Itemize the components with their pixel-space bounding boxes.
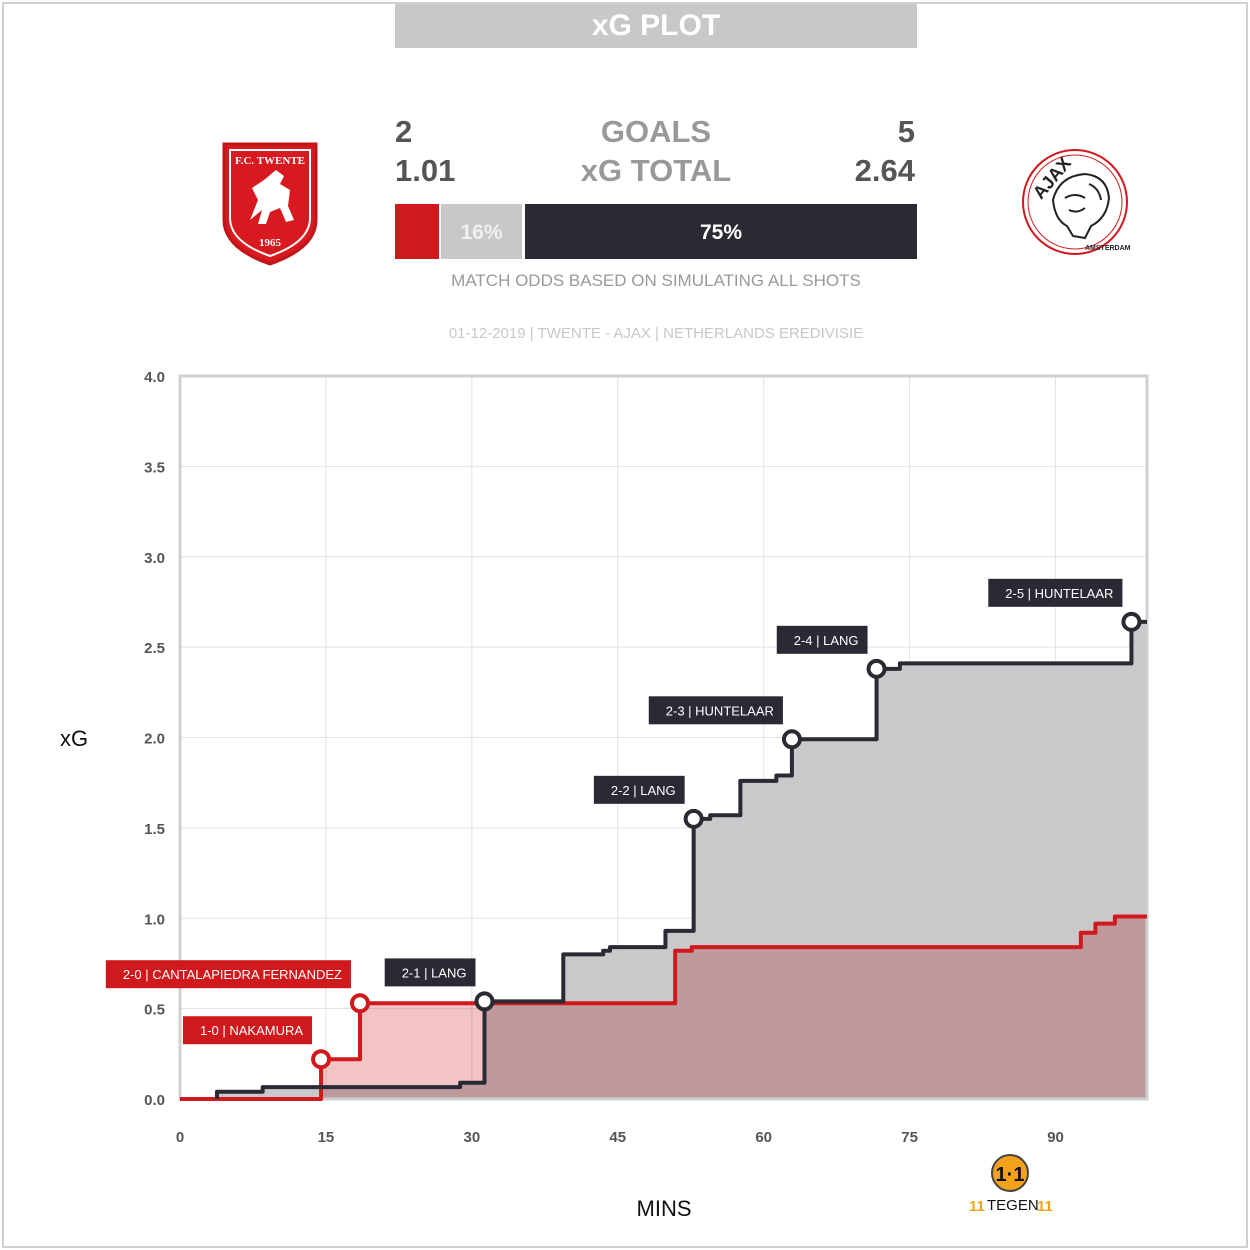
goal-label-box <box>593 775 685 804</box>
x-tick-label: 0 <box>176 1129 184 1146</box>
svg-text:AMSTERDAM: AMSTERDAM <box>1085 245 1131 252</box>
svg-text:11: 11 <box>969 1198 985 1215</box>
home-win-bar <box>395 204 439 259</box>
svg-text:TEGEN: TEGEN <box>987 1197 1039 1214</box>
svg-text:F.C. TWENTE: F.C. TWENTE <box>235 155 305 167</box>
brand-logo: 1·1 11 TEGEN 11 <box>965 1153 1055 1220</box>
y-tick-label: 0.0 <box>144 1092 165 1109</box>
away-xg-total: 2.64 <box>854 153 915 188</box>
goal-label-box <box>648 696 783 725</box>
goal-label: 1-0 | NAKAMURA <box>200 1023 303 1038</box>
y-axis-label: xG <box>60 726 88 751</box>
svg-text:1965: 1965 <box>259 237 282 249</box>
x-tick-label: 45 <box>609 1129 626 1146</box>
x-axis-label: MINS <box>637 1196 692 1221</box>
goal-marker <box>683 808 704 829</box>
x-tick-label: 30 <box>464 1129 481 1146</box>
home-xg-total: 1.01 <box>395 153 456 188</box>
plot-frame <box>178 374 1149 1101</box>
home-xg-line <box>180 914 1147 1101</box>
goal-marker <box>1121 611 1142 632</box>
goal-label: 2-0 | CANTALAPIEDRA FERNANDEZ <box>123 967 342 982</box>
goal-marker <box>311 1049 332 1070</box>
goals-label: GOALS <box>600 114 712 149</box>
y-tick-label: 3.5 <box>144 459 165 476</box>
y-tick-label: 2.5 <box>144 640 165 657</box>
ajax-logo: AJAX AMSTERDAM <box>1015 140 1135 265</box>
goal-label-box <box>105 960 351 989</box>
draw-bar: 16% <box>441 204 522 259</box>
y-tick-label: 0.5 <box>144 1002 165 1019</box>
goal-marker <box>474 991 495 1012</box>
page-title: xG PLOT <box>395 4 917 48</box>
y-tick-label: 4.0 <box>144 369 165 386</box>
y-tick-label: 1.0 <box>144 911 165 928</box>
y-tick-label: 3.0 <box>144 550 165 567</box>
goal-label: 2-3 | HUNTELAAR <box>666 703 774 718</box>
goal-label-box <box>384 958 476 987</box>
goal-label-box <box>988 578 1123 607</box>
goal-marker <box>781 729 802 750</box>
y-tick-label: 1.5 <box>144 821 165 838</box>
goal-label: 2-4 | LANG <box>794 633 859 648</box>
x-tick-label: 60 <box>755 1129 772 1146</box>
goal-label: 2-1 | LANG <box>402 965 467 980</box>
goal-marker <box>866 658 887 679</box>
away-xg-line <box>214 619 1147 1099</box>
away-goals: 5 <box>897 114 915 149</box>
away-win-bar: 75% <box>525 204 917 259</box>
goal-label: 2-5 | HUNTELAAR <box>1005 586 1113 601</box>
svg-text:1·1: 1·1 <box>996 1164 1025 1186</box>
home-xg-area <box>180 916 1147 1099</box>
odds-note: MATCH ODDS BASED ON SIMULATING ALL SHOTS <box>451 271 861 290</box>
y-tick-label: 2.0 <box>144 731 165 748</box>
goal-label-box <box>776 625 868 654</box>
x-tick-label: 90 <box>1047 1129 1064 1146</box>
twente-logo: F.C. TWENTE 1965 <box>220 140 320 271</box>
match-info: 01-12-2019 | TWENTE - AJAX | NETHERLANDS… <box>448 325 864 342</box>
xg-total-label: xG TOTAL <box>580 153 732 188</box>
home-goals: 2 <box>395 114 413 149</box>
x-tick-label: 15 <box>318 1129 335 1146</box>
x-tick-label: 75 <box>901 1129 918 1146</box>
goal-label-box <box>182 1016 313 1045</box>
goal-marker <box>349 993 370 1014</box>
goal-label: 2-2 | LANG <box>611 783 676 798</box>
svg-text:11: 11 <box>1037 1198 1053 1215</box>
